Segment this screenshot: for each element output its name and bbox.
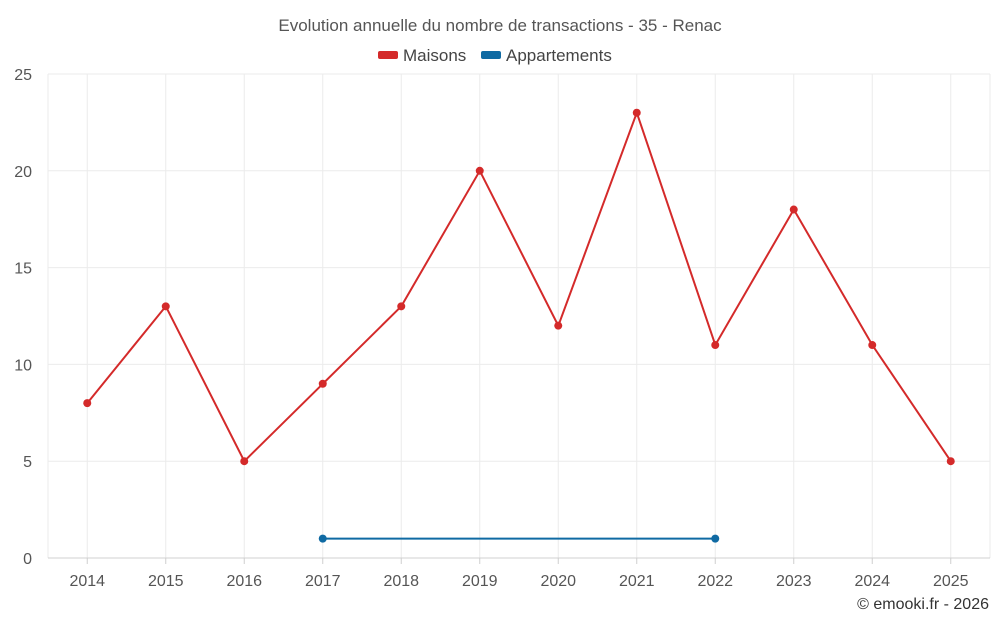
y-tick-label: 15: [14, 261, 32, 278]
legend-swatch-appartements: [481, 51, 501, 59]
x-tick-label: 2025: [933, 573, 969, 590]
data-point-maisons[interactable]: [868, 341, 877, 350]
credit-text: © emooki.fr - 2026: [857, 596, 989, 613]
legend-item-maisons[interactable]: Maisons: [378, 46, 466, 65]
y-tick-label: 5: [23, 454, 32, 471]
data-point-appartements[interactable]: [318, 534, 327, 543]
x-tick-label: 2020: [540, 573, 576, 590]
x-tick-label: 2024: [854, 573, 890, 590]
legend-label-maisons: Maisons: [403, 46, 466, 65]
x-tick-label: 2014: [69, 573, 105, 590]
chart-title: Evolution annuelle du nombre de transact…: [278, 16, 722, 35]
x-tick-label: 2016: [226, 573, 262, 590]
x-tick-label: 2017: [305, 573, 341, 590]
data-point-maisons[interactable]: [554, 321, 563, 330]
data-point-maisons[interactable]: [397, 302, 406, 311]
y-axis-ticks: 0 5 10 15 20 25: [14, 67, 32, 568]
data-point-maisons[interactable]: [161, 302, 170, 311]
data-point-maisons[interactable]: [83, 399, 92, 408]
data-point-maisons[interactable]: [240, 457, 249, 466]
legend: Maisons Appartements: [378, 46, 612, 65]
data-point-appartements[interactable]: [711, 534, 720, 543]
legend-swatch-maisons: [378, 51, 398, 59]
y-tick-label: 25: [14, 67, 32, 84]
data-point-maisons[interactable]: [789, 205, 798, 214]
data-point-maisons[interactable]: [632, 108, 641, 117]
x-tick-label: 2022: [697, 573, 733, 590]
legend-label-appartements: Appartements: [506, 46, 612, 65]
y-tick-label: 10: [14, 357, 32, 374]
x-tick-label: 2019: [462, 573, 498, 590]
grid: [47, 73, 991, 559]
series-line-maisons: [86, 109, 952, 463]
data-point-maisons[interactable]: [475, 166, 484, 175]
data-point-maisons[interactable]: [711, 341, 720, 350]
series-appartements: [318, 534, 720, 543]
data-point-maisons[interactable]: [946, 457, 955, 466]
x-tick-label: 2023: [776, 573, 812, 590]
series-layer: [83, 108, 955, 543]
y-tick-label: 0: [23, 551, 32, 568]
x-tick-label: 2018: [383, 573, 419, 590]
x-tick-label: 2015: [148, 573, 184, 590]
data-point-maisons[interactable]: [318, 379, 327, 388]
y-tick-label: 20: [14, 164, 32, 181]
x-tick-label: 2021: [619, 573, 655, 590]
x-axis-ticks: 2014 2015 2016 2017 2018 2019 2020 2021 2022 2023…: [69, 558, 969, 590]
series-maisons: [83, 108, 955, 466]
legend-item-appartements[interactable]: Appartements: [481, 46, 612, 65]
